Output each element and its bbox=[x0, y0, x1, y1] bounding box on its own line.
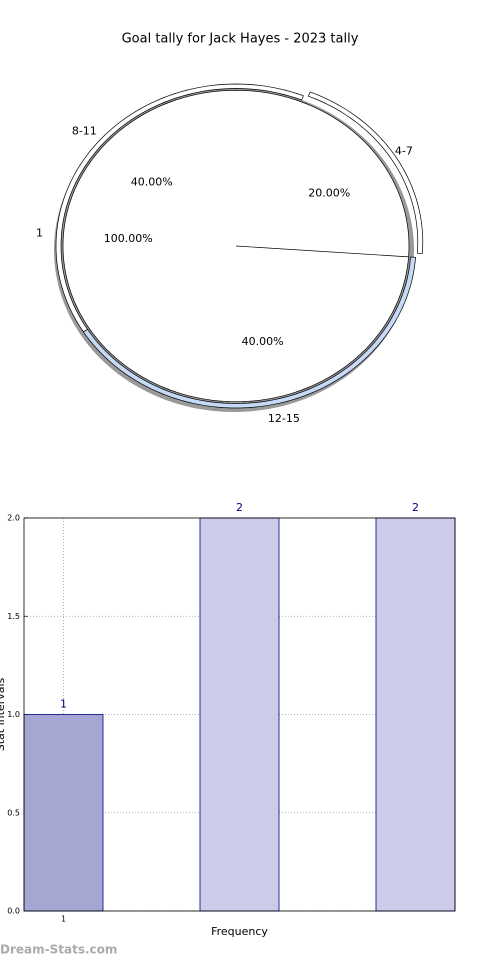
chart-title: Goal tally for Jack Hayes - 2023 tally bbox=[122, 32, 359, 47]
bar-value-label: 2 bbox=[236, 501, 243, 514]
inner-label: 1 bbox=[36, 227, 43, 240]
bar-value-label: 1 bbox=[60, 698, 67, 711]
slice-value-label: 40.00% bbox=[131, 175, 173, 188]
y-tick-label: 1.5 bbox=[7, 612, 20, 621]
inner-value-label: 100.00% bbox=[104, 232, 153, 245]
y-tick-label: 1.0 bbox=[7, 710, 20, 719]
x-axis-label: Frequency bbox=[211, 925, 268, 938]
bar bbox=[199, 517, 280, 912]
y-tick-label: 2.0 bbox=[7, 514, 20, 523]
y-axis-label: Stat intervals bbox=[0, 677, 7, 751]
slice-label: 12-15 bbox=[268, 412, 300, 425]
inner-slice bbox=[62, 89, 410, 403]
slice-value-label: 20.00% bbox=[308, 187, 350, 200]
bar bbox=[375, 517, 456, 912]
y-tick-label: 0.5 bbox=[7, 808, 20, 817]
ring-slice bbox=[82, 256, 416, 409]
slice-label: 8-11 bbox=[72, 124, 97, 137]
bar bbox=[23, 714, 104, 912]
x-tick-label: 1 bbox=[61, 915, 66, 924]
ring-slice bbox=[307, 91, 424, 254]
y-tick-label: 0.0 bbox=[7, 907, 20, 916]
slice-value-label: 40.00% bbox=[242, 335, 284, 348]
plot-frame bbox=[23, 517, 456, 912]
slice-label: 4-7 bbox=[395, 145, 413, 158]
watermark: Dream-Stats.com bbox=[0, 943, 117, 957]
bar-value-label: 2 bbox=[412, 501, 419, 514]
